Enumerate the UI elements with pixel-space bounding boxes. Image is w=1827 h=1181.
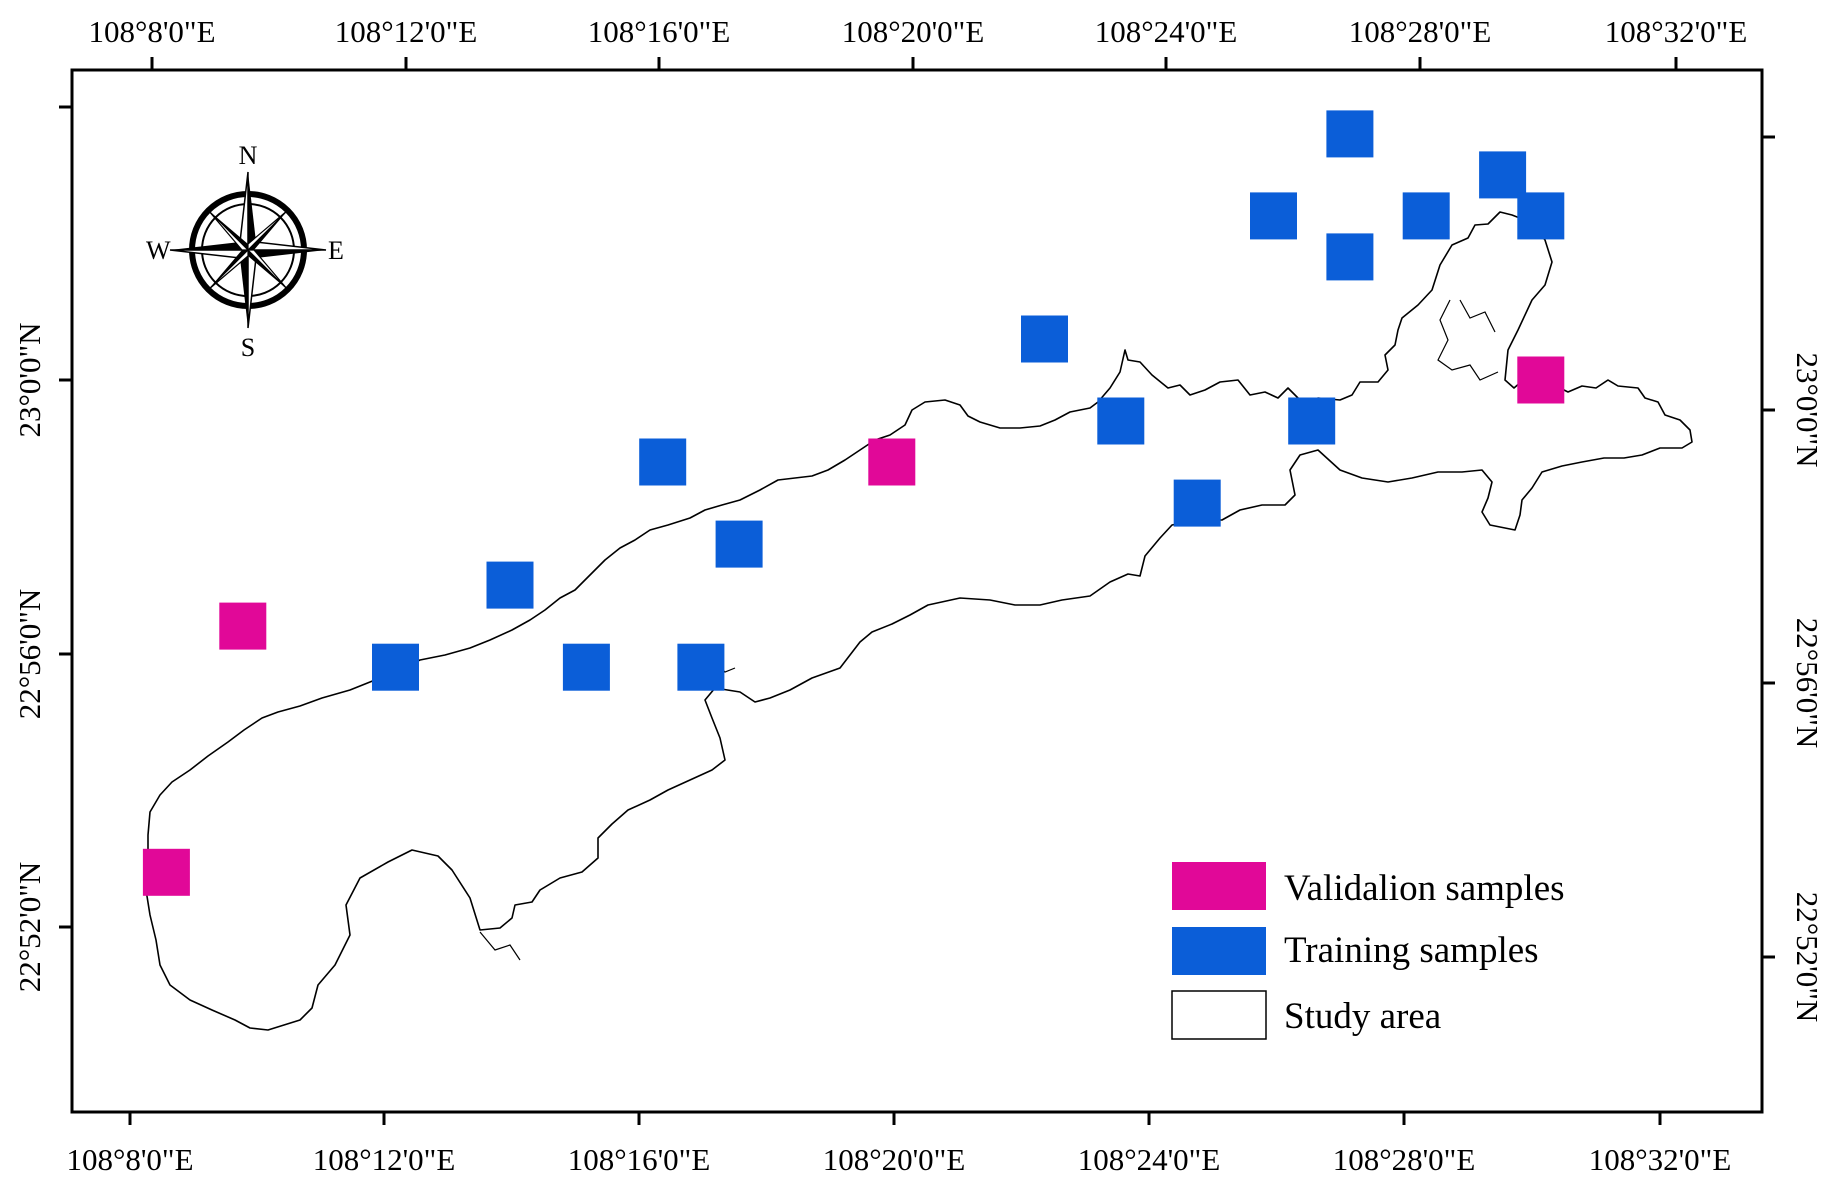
top-lon-label: 108°24'0"E bbox=[1095, 14, 1238, 49]
samples-layer bbox=[142, 110, 1565, 896]
training-sample bbox=[1326, 233, 1374, 281]
top-lon-label: 108°12'0"E bbox=[335, 14, 478, 49]
training-sample bbox=[1021, 315, 1068, 363]
training-sample bbox=[1326, 110, 1374, 158]
right-lat-labels: 23°0'0"N 22°56'0"N 22°52'0"N bbox=[1790, 352, 1825, 1022]
top-lon-label: 108°8'0"E bbox=[88, 14, 215, 49]
training-sample bbox=[1479, 151, 1527, 199]
bottom-lon-label: 108°12'0"E bbox=[313, 1142, 456, 1177]
validation-sample bbox=[142, 848, 190, 896]
right-lat-label: 22°56'0"N bbox=[1790, 618, 1825, 749]
bottom-lon-label: 108°8'0"E bbox=[66, 1142, 193, 1177]
training-sample bbox=[1288, 397, 1336, 445]
bottom-ticks bbox=[128, 1112, 1662, 1125]
training-sample bbox=[562, 643, 610, 691]
legend-label-validation: Validalion samples bbox=[1284, 868, 1565, 909]
left-lat-label: 23°0'0"N bbox=[12, 322, 47, 437]
top-lon-labels: 108°8'0"E 108°12'0"E 108°16'0"E 108°20'0… bbox=[88, 14, 1747, 49]
legend-label-training: Training samples bbox=[1284, 930, 1539, 971]
training-sample bbox=[1173, 479, 1221, 527]
left-ticks bbox=[59, 105, 72, 929]
right-lat-label: 23°0'0"N bbox=[1790, 352, 1825, 467]
compass-e-label: E bbox=[328, 236, 344, 265]
bottom-lon-label: 108°24'0"E bbox=[1078, 1142, 1221, 1177]
top-lon-label: 108°16'0"E bbox=[588, 14, 731, 49]
legend-swatch-study-area bbox=[1171, 990, 1267, 1040]
training-sample bbox=[1402, 192, 1450, 240]
legend-swatch-training bbox=[1172, 927, 1266, 975]
bottom-lon-label: 108°20'0"E bbox=[823, 1142, 966, 1177]
validation-sample bbox=[868, 438, 916, 486]
bottom-lon-label: 108°16'0"E bbox=[568, 1142, 711, 1177]
legend: Validalion samples Training samples Stud… bbox=[1171, 862, 1565, 1040]
coastline-detail bbox=[1437, 299, 1499, 381]
left-lat-label: 22°52'0"N bbox=[12, 862, 47, 993]
top-lon-label: 108°28'0"E bbox=[1349, 14, 1492, 49]
compass-w-label: W bbox=[146, 236, 171, 265]
legend-swatch-validation bbox=[1172, 862, 1266, 910]
left-lat-labels: 23°0'0"N 22°56'0"N 22°52'0"N bbox=[12, 322, 47, 992]
top-lon-label: 108°20'0"E bbox=[842, 14, 985, 49]
bottom-lon-label: 108°28'0"E bbox=[1333, 1142, 1476, 1177]
top-lon-label: 108°32'0"E bbox=[1605, 14, 1748, 49]
training-sample bbox=[1097, 397, 1145, 445]
training-sample bbox=[715, 520, 763, 568]
top-ticks bbox=[150, 57, 1678, 70]
compass-n-label: N bbox=[239, 141, 258, 170]
training-sample bbox=[486, 561, 534, 609]
training-sample bbox=[639, 438, 687, 486]
compass-s-label: S bbox=[241, 333, 255, 362]
right-lat-label: 22°52'0"N bbox=[1790, 892, 1825, 1023]
bottom-lon-label: 108°32'0"E bbox=[1589, 1142, 1732, 1177]
legend-label-study-area: Study area bbox=[1284, 996, 1441, 1037]
training-sample bbox=[372, 643, 419, 691]
validation-sample bbox=[1517, 356, 1565, 404]
map-frame bbox=[70, 68, 1764, 1114]
left-lat-label: 22°56'0"N bbox=[12, 589, 47, 720]
training-sample bbox=[677, 643, 725, 691]
bottom-lon-labels: 108°8'0"E 108°12'0"E 108°16'0"E 108°20'0… bbox=[66, 1142, 1731, 1177]
training-sample bbox=[1250, 192, 1297, 240]
right-ticks bbox=[1762, 135, 1775, 959]
compass-rose-icon: N S E W bbox=[146, 141, 344, 362]
training-sample bbox=[1517, 192, 1565, 240]
validation-sample bbox=[219, 602, 267, 650]
